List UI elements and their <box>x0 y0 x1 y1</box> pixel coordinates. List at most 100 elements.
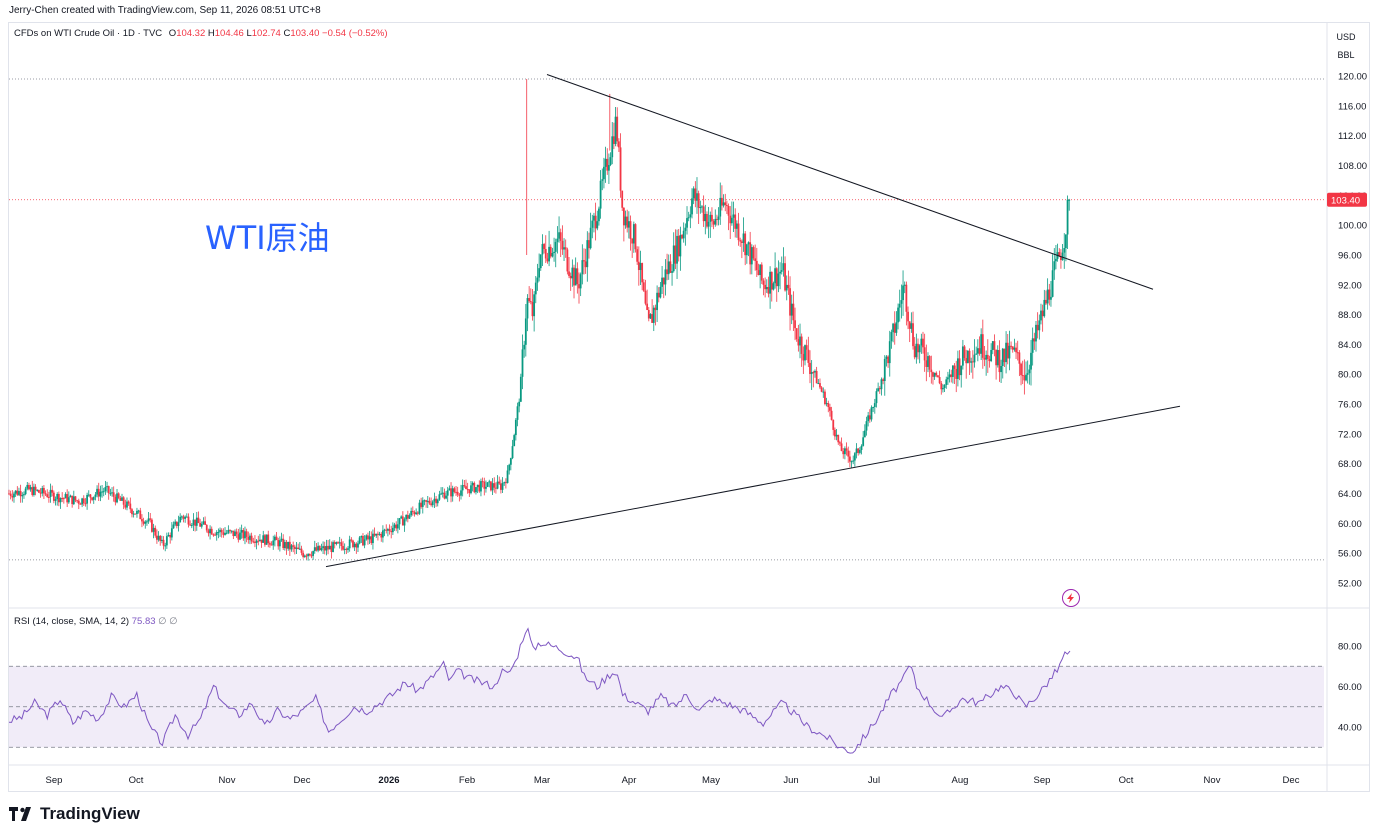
candle-body <box>855 448 858 454</box>
close-label: C <box>283 28 291 39</box>
candle-body <box>71 495 74 505</box>
candle-body <box>190 525 193 527</box>
candle-body <box>955 368 958 379</box>
candle-body <box>328 545 331 550</box>
candle-body <box>709 214 712 222</box>
candle-body <box>947 377 949 380</box>
candle-body <box>46 494 49 497</box>
candle-body <box>1010 345 1012 347</box>
candle-body <box>438 494 441 500</box>
candle-body <box>315 547 318 551</box>
chart-text-annotation[interactable]: WTI原油 <box>205 219 330 257</box>
candle-body <box>714 218 717 225</box>
candle-body <box>182 516 185 519</box>
candle-body <box>840 443 843 452</box>
candle-body <box>1060 256 1062 261</box>
candle-body <box>318 545 321 551</box>
candle-body <box>499 483 502 490</box>
candle-body <box>154 527 157 536</box>
candle-body <box>531 302 534 317</box>
candle-body <box>556 238 559 242</box>
candle-body <box>410 510 413 516</box>
candle-body <box>915 343 918 358</box>
candle-body <box>848 456 851 462</box>
candle-body <box>255 540 258 543</box>
candle-body <box>865 421 868 431</box>
candle-body <box>386 529 389 531</box>
candle-body <box>200 523 203 527</box>
candle-body <box>207 530 210 534</box>
tradingview-logo[interactable]: TradingView <box>9 804 140 824</box>
candle-body <box>920 338 923 346</box>
candle-body <box>707 221 710 227</box>
currency-unit[interactable]: USD <box>1336 32 1356 42</box>
candle-body <box>523 344 526 350</box>
candle-body <box>877 388 880 392</box>
candle-body <box>792 303 795 321</box>
chart-frame <box>8 22 1370 792</box>
candle-body <box>892 323 894 333</box>
candle-body <box>89 494 92 498</box>
candle-body <box>491 483 494 491</box>
candle-body <box>819 383 821 388</box>
candle-body <box>730 217 733 224</box>
price-tick-label: 68.00 <box>1338 459 1362 470</box>
candle-body <box>205 524 208 531</box>
candle-body <box>47 496 50 498</box>
candle-body <box>521 349 524 377</box>
currency-sub-unit[interactable]: BBL <box>1337 50 1355 60</box>
candle-body <box>149 518 152 520</box>
candle-body <box>636 249 639 262</box>
candle-body <box>953 365 956 369</box>
price-tick-label: 96.00 <box>1338 250 1362 261</box>
candle-body <box>242 530 245 539</box>
candle-body <box>443 492 446 499</box>
candle-body <box>624 216 627 226</box>
alert-icon[interactable] <box>1062 589 1080 607</box>
candle-body <box>220 529 223 533</box>
candle-body <box>902 285 904 301</box>
time-tick-label: Aug <box>952 775 969 786</box>
candle-body <box>800 336 803 354</box>
candle-body <box>601 179 604 181</box>
candle-body <box>342 546 344 550</box>
open-label: O <box>168 28 177 39</box>
candle-body <box>1015 347 1017 353</box>
candle-body <box>581 260 584 275</box>
candle-body <box>327 545 329 550</box>
candle-body <box>704 213 707 222</box>
candle-body <box>740 241 743 243</box>
candle-body <box>739 240 742 242</box>
candle-body <box>872 407 875 409</box>
candle-body <box>172 524 175 529</box>
candle-body <box>642 282 645 291</box>
candle-body <box>23 494 25 496</box>
candle-body <box>264 535 266 545</box>
candle-body <box>514 419 517 436</box>
price-tick-label: 112.00 <box>1338 131 1366 142</box>
price-tick-label: 84.00 <box>1338 340 1362 351</box>
candle-body <box>52 492 55 501</box>
candle-body <box>991 341 994 350</box>
candle-body <box>461 485 464 491</box>
rsi-label: RSI (14, close, SMA, 14, 2) <box>14 616 130 627</box>
rsi-legend: RSI (14, close, SMA, 14, 2) 75.83 ∅ ∅ <box>14 616 177 627</box>
price-tick-label: 80.00 <box>1338 370 1362 381</box>
candle-body <box>913 346 916 358</box>
candle-body <box>141 519 143 522</box>
candle-body <box>654 307 657 311</box>
candle-body <box>82 498 85 504</box>
candle-body <box>637 261 640 271</box>
time-tick-label: Mar <box>534 775 550 786</box>
candle-body <box>337 542 339 544</box>
candle-body <box>194 519 197 526</box>
candle-body <box>780 270 783 272</box>
candle-body <box>1013 347 1016 350</box>
candle-body <box>460 490 462 496</box>
candle-body <box>676 235 678 264</box>
currency-selector[interactable]: USD BBL <box>1331 28 1361 64</box>
candle-body <box>38 490 40 493</box>
candle-body <box>928 356 931 370</box>
candle-body <box>312 551 315 556</box>
